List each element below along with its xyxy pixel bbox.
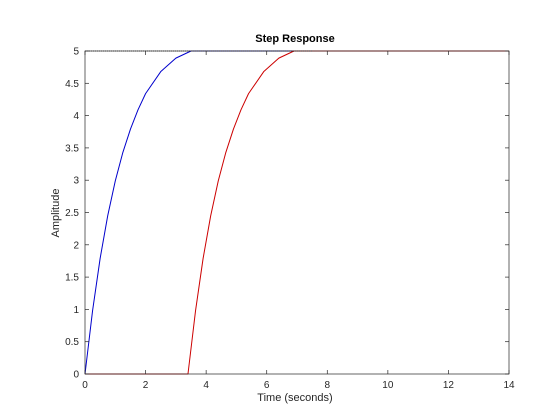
y-tick-label: 1: [73, 305, 79, 316]
y-tick-label: 2.5: [65, 208, 79, 219]
y-tick-label: 2: [73, 240, 79, 251]
x-tick-label: 14: [503, 380, 515, 391]
x-tick-label: 6: [264, 380, 270, 391]
x-tick-label: 0: [82, 380, 88, 391]
y-axis-ticks: 0 0.5 1 1.5 2 2.5 3 3.5 4 4.5 5: [65, 47, 509, 381]
y-tick-label: 3.5: [65, 143, 79, 154]
x-tick-label: 2: [143, 380, 149, 391]
y-tick-label: 4.5: [65, 79, 79, 90]
y-tick-label: 3: [73, 176, 79, 187]
x-axis-label: Time (seconds): [257, 392, 332, 404]
y-tick-label: 5: [73, 47, 79, 58]
plot-area: [85, 51, 509, 374]
x-tick-label: 4: [203, 380, 209, 391]
y-tick-label: 0: [73, 370, 79, 381]
y-axis-label: Amplitude: [50, 189, 62, 238]
chart-title: Step Response: [255, 33, 334, 45]
y-tick-label: 4: [73, 111, 79, 122]
x-tick-label: 10: [382, 380, 394, 391]
x-tick-label: 12: [443, 380, 455, 391]
y-tick-label: 0.5: [65, 337, 79, 348]
y-tick-label: 1.5: [65, 273, 79, 284]
x-axis-ticks: 0 2 4 6 8 10 12 14: [82, 51, 515, 391]
x-tick-label: 8: [325, 380, 331, 391]
